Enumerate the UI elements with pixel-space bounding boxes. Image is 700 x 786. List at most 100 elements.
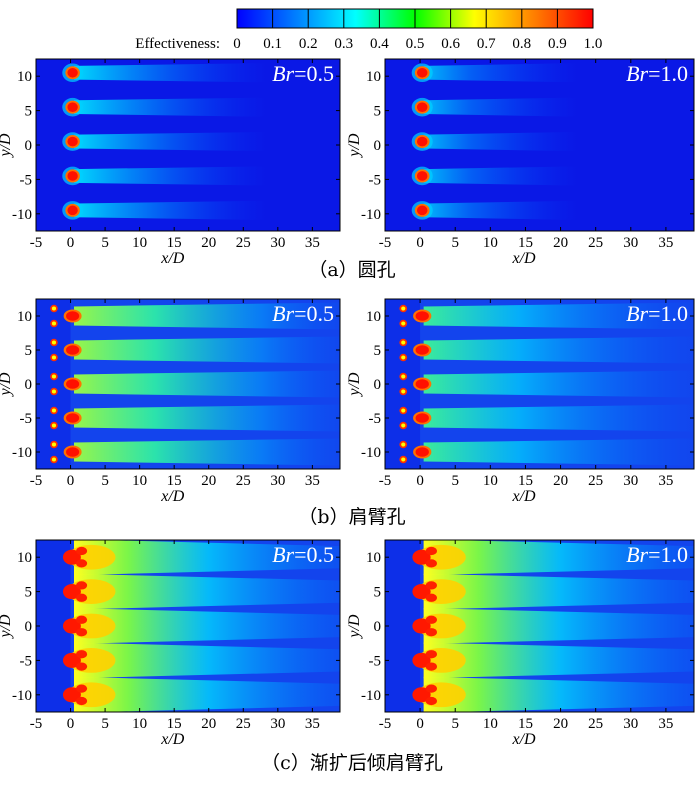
- x-tick-label: 0: [416, 716, 424, 732]
- hole-marker-core: [67, 67, 78, 78]
- y-tick-label: 10: [17, 309, 32, 325]
- x-tick-label: -5: [379, 473, 392, 489]
- y-tick-label: -10: [12, 688, 32, 704]
- shoulder-hole-core: [401, 321, 406, 326]
- hole-marker-core: [416, 205, 428, 216]
- hole-marker-core: [67, 171, 78, 181]
- hole-marker-core: [415, 447, 429, 457]
- shoulder-hole: [425, 615, 437, 624]
- coolant-streak: [74, 573, 340, 610]
- y-tick-label: 10: [366, 309, 381, 325]
- x-tick-label: 20: [553, 473, 568, 489]
- y-tick-label: 10: [366, 550, 381, 566]
- x-tick-label: 25: [236, 716, 251, 732]
- shoulder-hole-core: [401, 457, 406, 462]
- hole-marker-core: [66, 311, 80, 321]
- shoulder-hole: [76, 546, 88, 556]
- hole-marker-core: [67, 136, 78, 147]
- hole-marker: [412, 549, 431, 565]
- x-axis-label: x/D: [511, 731, 536, 748]
- hole-marker: [412, 652, 431, 668]
- x-tick-label: 15: [167, 473, 182, 489]
- shoulder-hole: [76, 581, 88, 590]
- blowing-ratio-label: Br=0.5: [272, 61, 334, 86]
- shoulder-hole: [425, 593, 437, 602]
- hole-marker-core: [66, 447, 80, 457]
- coolant-streak: [423, 336, 694, 364]
- y-tick-label: -10: [361, 688, 381, 704]
- coolant-streak: [74, 404, 340, 432]
- x-tick-label: 20: [201, 235, 216, 251]
- heatmap-panel: -5 0 5 10 15 20 25 30 35 10 5 0 -5 -10 x/D y/D Br=1.0: [346, 539, 695, 748]
- colorbar-tick-label: 0.5: [406, 36, 425, 52]
- coolant-streak: [423, 404, 694, 432]
- coolant-streak: [74, 370, 340, 398]
- shoulder-hole: [76, 593, 88, 602]
- y-tick-label: 0: [374, 138, 382, 154]
- panel-caption: （a）圆孔: [308, 259, 395, 281]
- hole-marker: [62, 549, 81, 565]
- hole-marker-core: [66, 413, 80, 423]
- x-axis-label: x/D: [160, 250, 185, 267]
- coolant-streak: [74, 608, 340, 644]
- shoulder-hole: [425, 628, 437, 637]
- hole-marker-core: [416, 67, 428, 78]
- x-tick-label: 35: [305, 473, 320, 489]
- x-tick-label: 25: [236, 473, 251, 489]
- x-tick-label: 20: [201, 716, 216, 732]
- x-tick-label: 10: [132, 235, 147, 251]
- blowing-ratio-label: Br=1.0: [626, 61, 688, 86]
- shoulder-hole: [76, 662, 88, 671]
- x-tick-label: 0: [416, 235, 424, 251]
- y-axis-label: y/D: [0, 372, 14, 398]
- x-tick-label: 30: [623, 716, 638, 732]
- coolant-streak: [423, 302, 694, 330]
- shoulder-hole-core: [51, 306, 57, 311]
- x-tick-label: -5: [30, 235, 43, 251]
- colorbar-tick-label: 0.2: [299, 36, 318, 52]
- colorbar-tick-label: 0.9: [548, 36, 567, 52]
- colorbar-tick-label: 0.3: [334, 36, 353, 52]
- shoulder-hole-core: [401, 355, 406, 360]
- shoulder-hole-core: [51, 442, 57, 447]
- y-tick-label: -5: [20, 653, 33, 669]
- y-tick-label: 0: [374, 619, 382, 635]
- heatmap-field: [62, 63, 268, 220]
- x-tick-label: 20: [201, 473, 216, 489]
- y-axis-label: y/D: [346, 614, 363, 640]
- y-tick-label: 0: [25, 138, 33, 154]
- x-tick-label: 5: [451, 716, 459, 732]
- x-tick-label: 25: [588, 235, 603, 251]
- coolant-streak: [423, 608, 694, 644]
- x-tick-label: 25: [588, 716, 603, 732]
- hole-marker: [62, 618, 81, 634]
- shoulder-hole-core: [51, 423, 57, 428]
- shoulder-hole-core: [51, 408, 57, 413]
- x-tick-label: 20: [553, 235, 568, 251]
- x-tick-label: 20: [553, 716, 568, 732]
- hole-marker-core: [415, 311, 429, 321]
- x-tick-label: -5: [379, 235, 392, 251]
- heatmap-field: [411, 63, 579, 220]
- shoulder-hole-core: [401, 340, 406, 345]
- coolant-streak: [423, 540, 694, 576]
- hole-marker-core: [415, 379, 429, 389]
- shoulder-hole: [76, 684, 88, 693]
- hole-marker: [62, 652, 81, 668]
- y-tick-label: -5: [369, 411, 382, 427]
- x-tick-label: 0: [67, 473, 75, 489]
- hole-marker: [412, 584, 431, 600]
- coolant-streak: [423, 131, 579, 152]
- coolant-streak: [423, 676, 694, 712]
- coolant-streak: [74, 97, 268, 117]
- x-tick-label: 10: [132, 716, 147, 732]
- x-axis-label: x/D: [160, 731, 185, 748]
- hole-marker-core: [66, 379, 80, 389]
- y-tick-label: 0: [374, 377, 382, 393]
- heatmap-field: [399, 299, 694, 469]
- x-tick-label: 35: [658, 235, 673, 251]
- shoulder-hole: [425, 546, 437, 556]
- x-tick-label: 15: [518, 716, 533, 732]
- shoulder-hole: [425, 650, 437, 659]
- hole-marker-core: [67, 205, 78, 216]
